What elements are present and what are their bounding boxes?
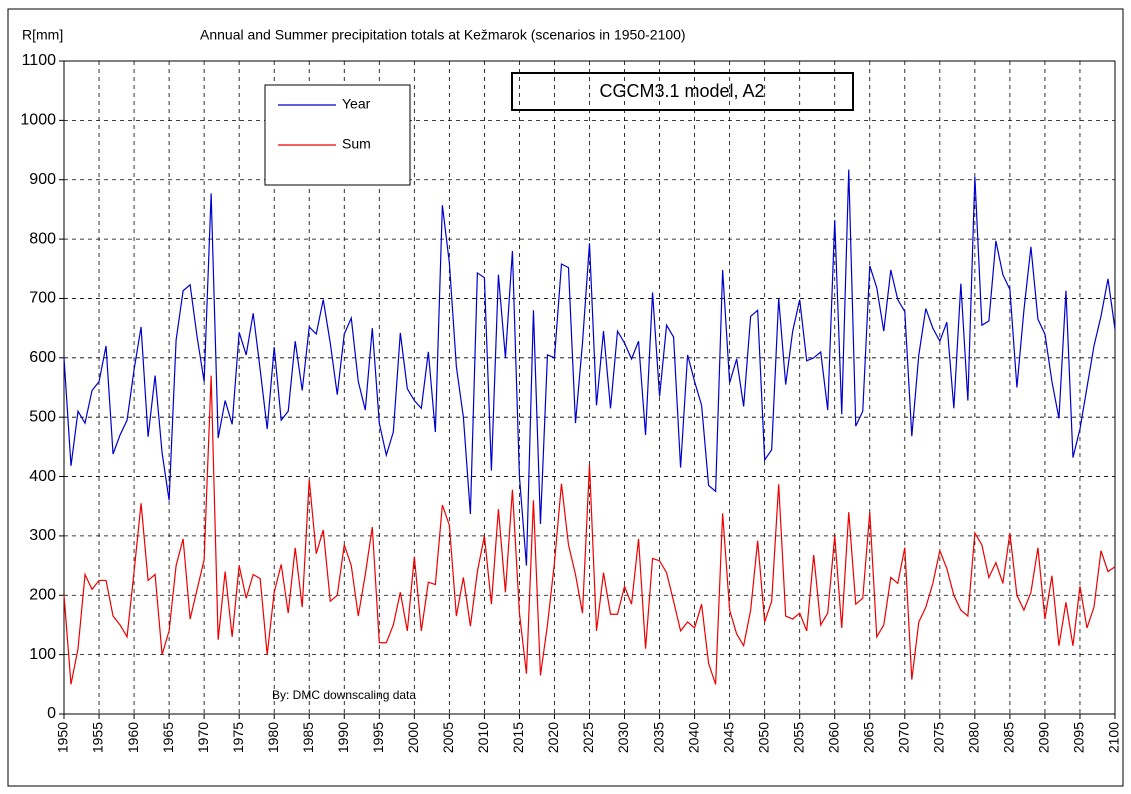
- legend: Year Sum: [264, 84, 411, 186]
- y-tick-label: 1100: [22, 52, 57, 69]
- x-tick-label: 1955: [90, 722, 106, 753]
- x-tick-label: 2075: [931, 722, 947, 753]
- x-tick-label: 1990: [335, 722, 351, 753]
- y-tick-label: 400: [29, 468, 56, 485]
- y-tick-label: 700: [29, 290, 56, 307]
- model-box: [511, 72, 854, 111]
- x-tick-label: 2000: [405, 722, 421, 753]
- legend-label: Sum: [342, 136, 371, 152]
- y-tick-label: 800: [29, 230, 56, 247]
- model-label: CGCM3.1 model, A2: [599, 81, 764, 101]
- legend-label: Year: [342, 96, 371, 112]
- x-tick-label: 2065: [860, 722, 876, 753]
- x-tick-label: 2070: [896, 722, 912, 753]
- x-tick-label: 1960: [125, 722, 141, 753]
- x-tick-label: 2020: [545, 722, 561, 753]
- x-tick-label: 1965: [160, 722, 176, 753]
- x-tick-label: 1950: [55, 722, 71, 753]
- x-tick-label: 2010: [475, 722, 491, 753]
- x-tick-label: 1970: [195, 722, 211, 753]
- x-tick-label: 2035: [650, 722, 666, 753]
- x-tick-label: 2040: [685, 722, 701, 753]
- x-tick-label: 1975: [230, 722, 246, 753]
- x-tick-label: 2085: [1001, 722, 1017, 753]
- legend-box: [264, 84, 411, 186]
- x-tick-label: 2005: [440, 722, 456, 753]
- y-tick-label: 100: [29, 646, 56, 663]
- x-tick-label: 2100: [1106, 722, 1122, 753]
- y-tick-label: 1000: [20, 112, 56, 129]
- x-tick-label: 2015: [510, 722, 526, 753]
- x-tick-label: 1995: [370, 722, 386, 753]
- y-tick-label: 300: [29, 527, 56, 544]
- x-tick-label: 2030: [615, 722, 631, 753]
- y-tick-label: 600: [29, 349, 56, 366]
- chart-title: Annual and Summer precipitation totals a…: [200, 27, 686, 43]
- plot-border: [63, 60, 1116, 715]
- frame: [7, 8, 1124, 787]
- y-axis-label: R[mm]: [22, 27, 63, 43]
- y-tick-label: 200: [29, 586, 56, 603]
- x-tick-label: 1980: [265, 722, 281, 753]
- x-tick-label: 2080: [966, 722, 982, 753]
- x-tick-label: 2055: [790, 722, 806, 753]
- x-tick-label: 2060: [825, 722, 841, 753]
- x-tick-label: 2095: [1071, 722, 1087, 753]
- series-line: [63, 169, 1116, 566]
- y-tick-label: 500: [29, 408, 56, 425]
- x-tick-label: 2090: [1036, 722, 1052, 753]
- series-line: [63, 375, 1116, 685]
- annotation: By: DMC downscaling data: [272, 688, 416, 702]
- x-tick-label: 2025: [580, 722, 596, 753]
- x-tick-label: 2050: [755, 722, 771, 753]
- y-tick-label: 900: [29, 171, 56, 188]
- x-tick-label: 1985: [300, 722, 316, 753]
- y-tick-label: 0: [47, 705, 56, 722]
- x-tick-label: 2045: [720, 722, 736, 753]
